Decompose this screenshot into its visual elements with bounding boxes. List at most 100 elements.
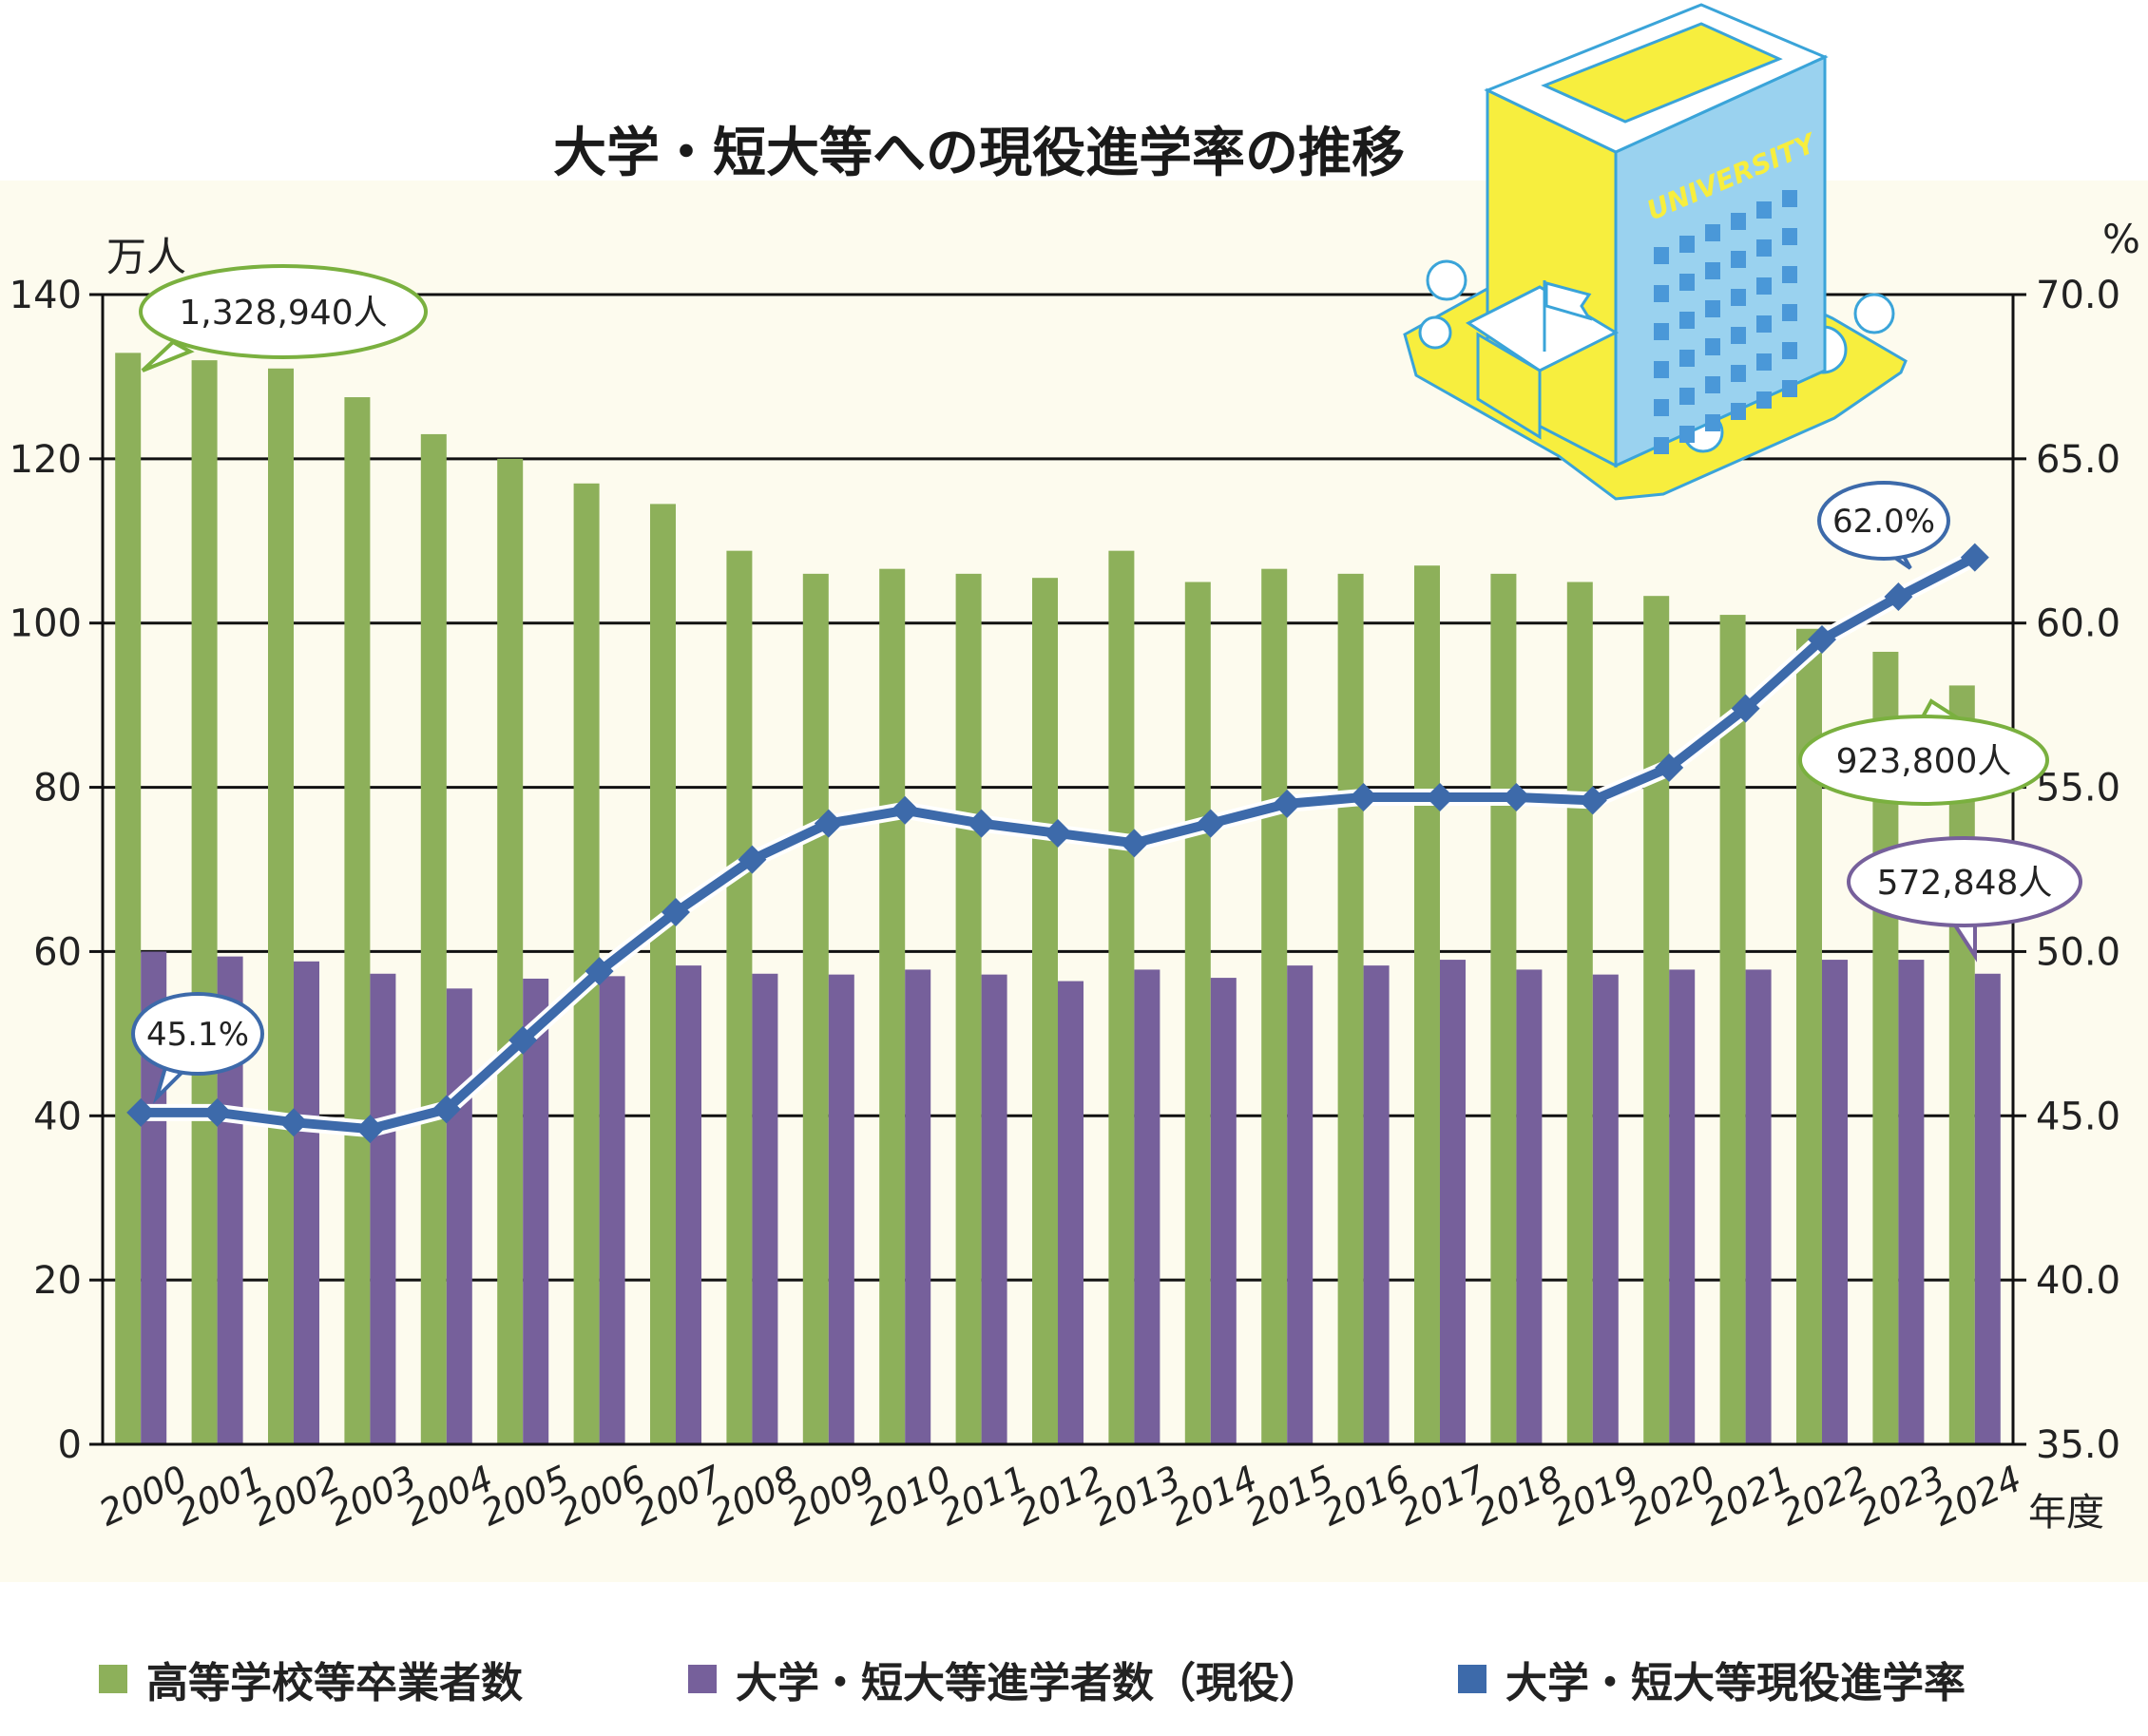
legend-label: 高等学校等卒業者数	[146, 1659, 523, 1707]
callout-text: 45.1%	[146, 1016, 249, 1054]
building-window	[1705, 262, 1720, 279]
bar-graduates	[955, 573, 982, 1444]
rate-point	[1044, 818, 1072, 848]
building-window	[1705, 300, 1720, 317]
flag-icon	[1544, 281, 1593, 321]
right-tick-label: 50.0	[2036, 930, 2120, 974]
bar-graduates	[268, 368, 294, 1445]
chart-title: 大学・短大等への現役進学率の推移	[553, 123, 1405, 184]
rate-point	[508, 1025, 538, 1055]
building-window	[1731, 403, 1746, 420]
rate-point	[1960, 543, 1989, 572]
bar-graduates	[1261, 568, 1288, 1444]
callout-923800: 923,800人	[1798, 698, 2049, 806]
bar-enrollees	[1287, 965, 1314, 1444]
left-tick-label: 100	[10, 602, 82, 646]
bar-enrollees	[752, 973, 778, 1444]
building-window	[1782, 304, 1797, 321]
building-window	[1756, 239, 1772, 257]
right-tick-label: 40.0	[2036, 1259, 2120, 1303]
legend-swatch-purple	[688, 1665, 717, 1693]
building-window	[1782, 266, 1797, 283]
bar-graduates	[1184, 582, 1211, 1444]
building-window	[1654, 247, 1669, 264]
building-window	[1705, 224, 1720, 241]
bar-graduates	[650, 504, 676, 1444]
building-window	[1782, 228, 1797, 245]
building-entrance-roof	[1466, 285, 1620, 372]
right-tick-label: 35.0	[2036, 1423, 2120, 1467]
building-window	[1679, 388, 1695, 405]
building-window	[1705, 414, 1720, 431]
building-windows	[1654, 190, 1797, 454]
right-tick-label: 45.0	[2036, 1095, 2120, 1138]
rate-point	[585, 957, 614, 986]
rate-point	[1884, 582, 1913, 612]
bar-graduates	[1948, 685, 1975, 1444]
left-tick-label: 0	[58, 1423, 82, 1467]
bar-enrollees	[1363, 965, 1390, 1444]
left-tick-label: 120	[10, 438, 82, 482]
building-window	[1756, 353, 1772, 371]
rate-point	[355, 1115, 385, 1144]
bar-graduates	[344, 397, 371, 1445]
bar-graduates	[1337, 573, 1364, 1444]
building-window	[1756, 277, 1772, 295]
bar-graduates	[191, 360, 218, 1445]
rate-point	[202, 1097, 232, 1127]
bar-graduates	[1719, 615, 1746, 1444]
bar-graduates	[1108, 550, 1135, 1444]
rate-point	[1655, 753, 1684, 782]
rate-point	[1808, 625, 1836, 654]
tree-icon	[1418, 315, 1452, 350]
bar-enrollees	[981, 974, 1007, 1444]
legend-label: 大学・短大等進学者数（現役）	[736, 1659, 1321, 1707]
building-window	[1679, 236, 1695, 253]
bar-enrollees	[1974, 973, 2001, 1444]
building-window	[1705, 376, 1720, 393]
bar-enrollees	[1134, 969, 1160, 1444]
x-axis-unit: 年度	[2028, 1491, 2104, 1535]
left-tick-label: 60	[33, 930, 82, 974]
rate-point	[967, 809, 996, 838]
rate-point	[1731, 694, 1760, 723]
legend-swatch-green	[99, 1665, 127, 1693]
callout-1328940: 1,328,940人	[139, 264, 428, 372]
legend-item-enrollees: 大学・短大等進学者数（現役）	[688, 1649, 1321, 1709]
bar-graduates	[726, 550, 753, 1444]
bar-enrollees	[523, 978, 549, 1444]
rate-point	[1196, 809, 1225, 838]
rate-point	[1578, 786, 1607, 815]
rate-point	[126, 1097, 156, 1127]
left-tick-label: 140	[10, 274, 82, 317]
left-axis-unit: 万人	[106, 234, 186, 280]
bar-graduates	[1414, 565, 1440, 1444]
rate-point	[1120, 829, 1149, 858]
bar-enrollees	[1516, 969, 1543, 1444]
building-window	[1679, 312, 1695, 329]
building-entrance	[1476, 332, 1542, 440]
bar-enrollees	[599, 976, 625, 1444]
bar-enrollees	[1440, 960, 1466, 1444]
right-axis-unit: %	[2102, 216, 2140, 262]
building-window	[1731, 213, 1746, 230]
building-window	[1654, 323, 1669, 340]
callout-text: 1,328,940人	[179, 294, 387, 333]
legend-label: 大学・短大等現役進学率	[1506, 1659, 1966, 1707]
bar-enrollees	[828, 974, 854, 1444]
tree-icon	[1426, 259, 1467, 301]
legend-item-rate: 大学・短大等現役進学率	[1458, 1649, 1966, 1709]
rate-point	[1502, 782, 1531, 811]
bar-enrollees	[1822, 960, 1848, 1444]
building-window	[1731, 365, 1746, 382]
building-roof-top	[1541, 22, 1783, 124]
right-tick-label: 70.0	[2036, 274, 2120, 317]
bar-graduates	[420, 433, 447, 1444]
rate-point	[662, 897, 690, 926]
rate-point	[432, 1095, 461, 1124]
bar-graduates	[1032, 578, 1058, 1444]
callout-45-1: 45.1%	[131, 992, 264, 1104]
legend-item-graduates: 高等学校等卒業者数	[99, 1649, 523, 1709]
bar-enrollees	[1669, 969, 1696, 1444]
callout-text: 572,848人	[1877, 864, 2053, 903]
